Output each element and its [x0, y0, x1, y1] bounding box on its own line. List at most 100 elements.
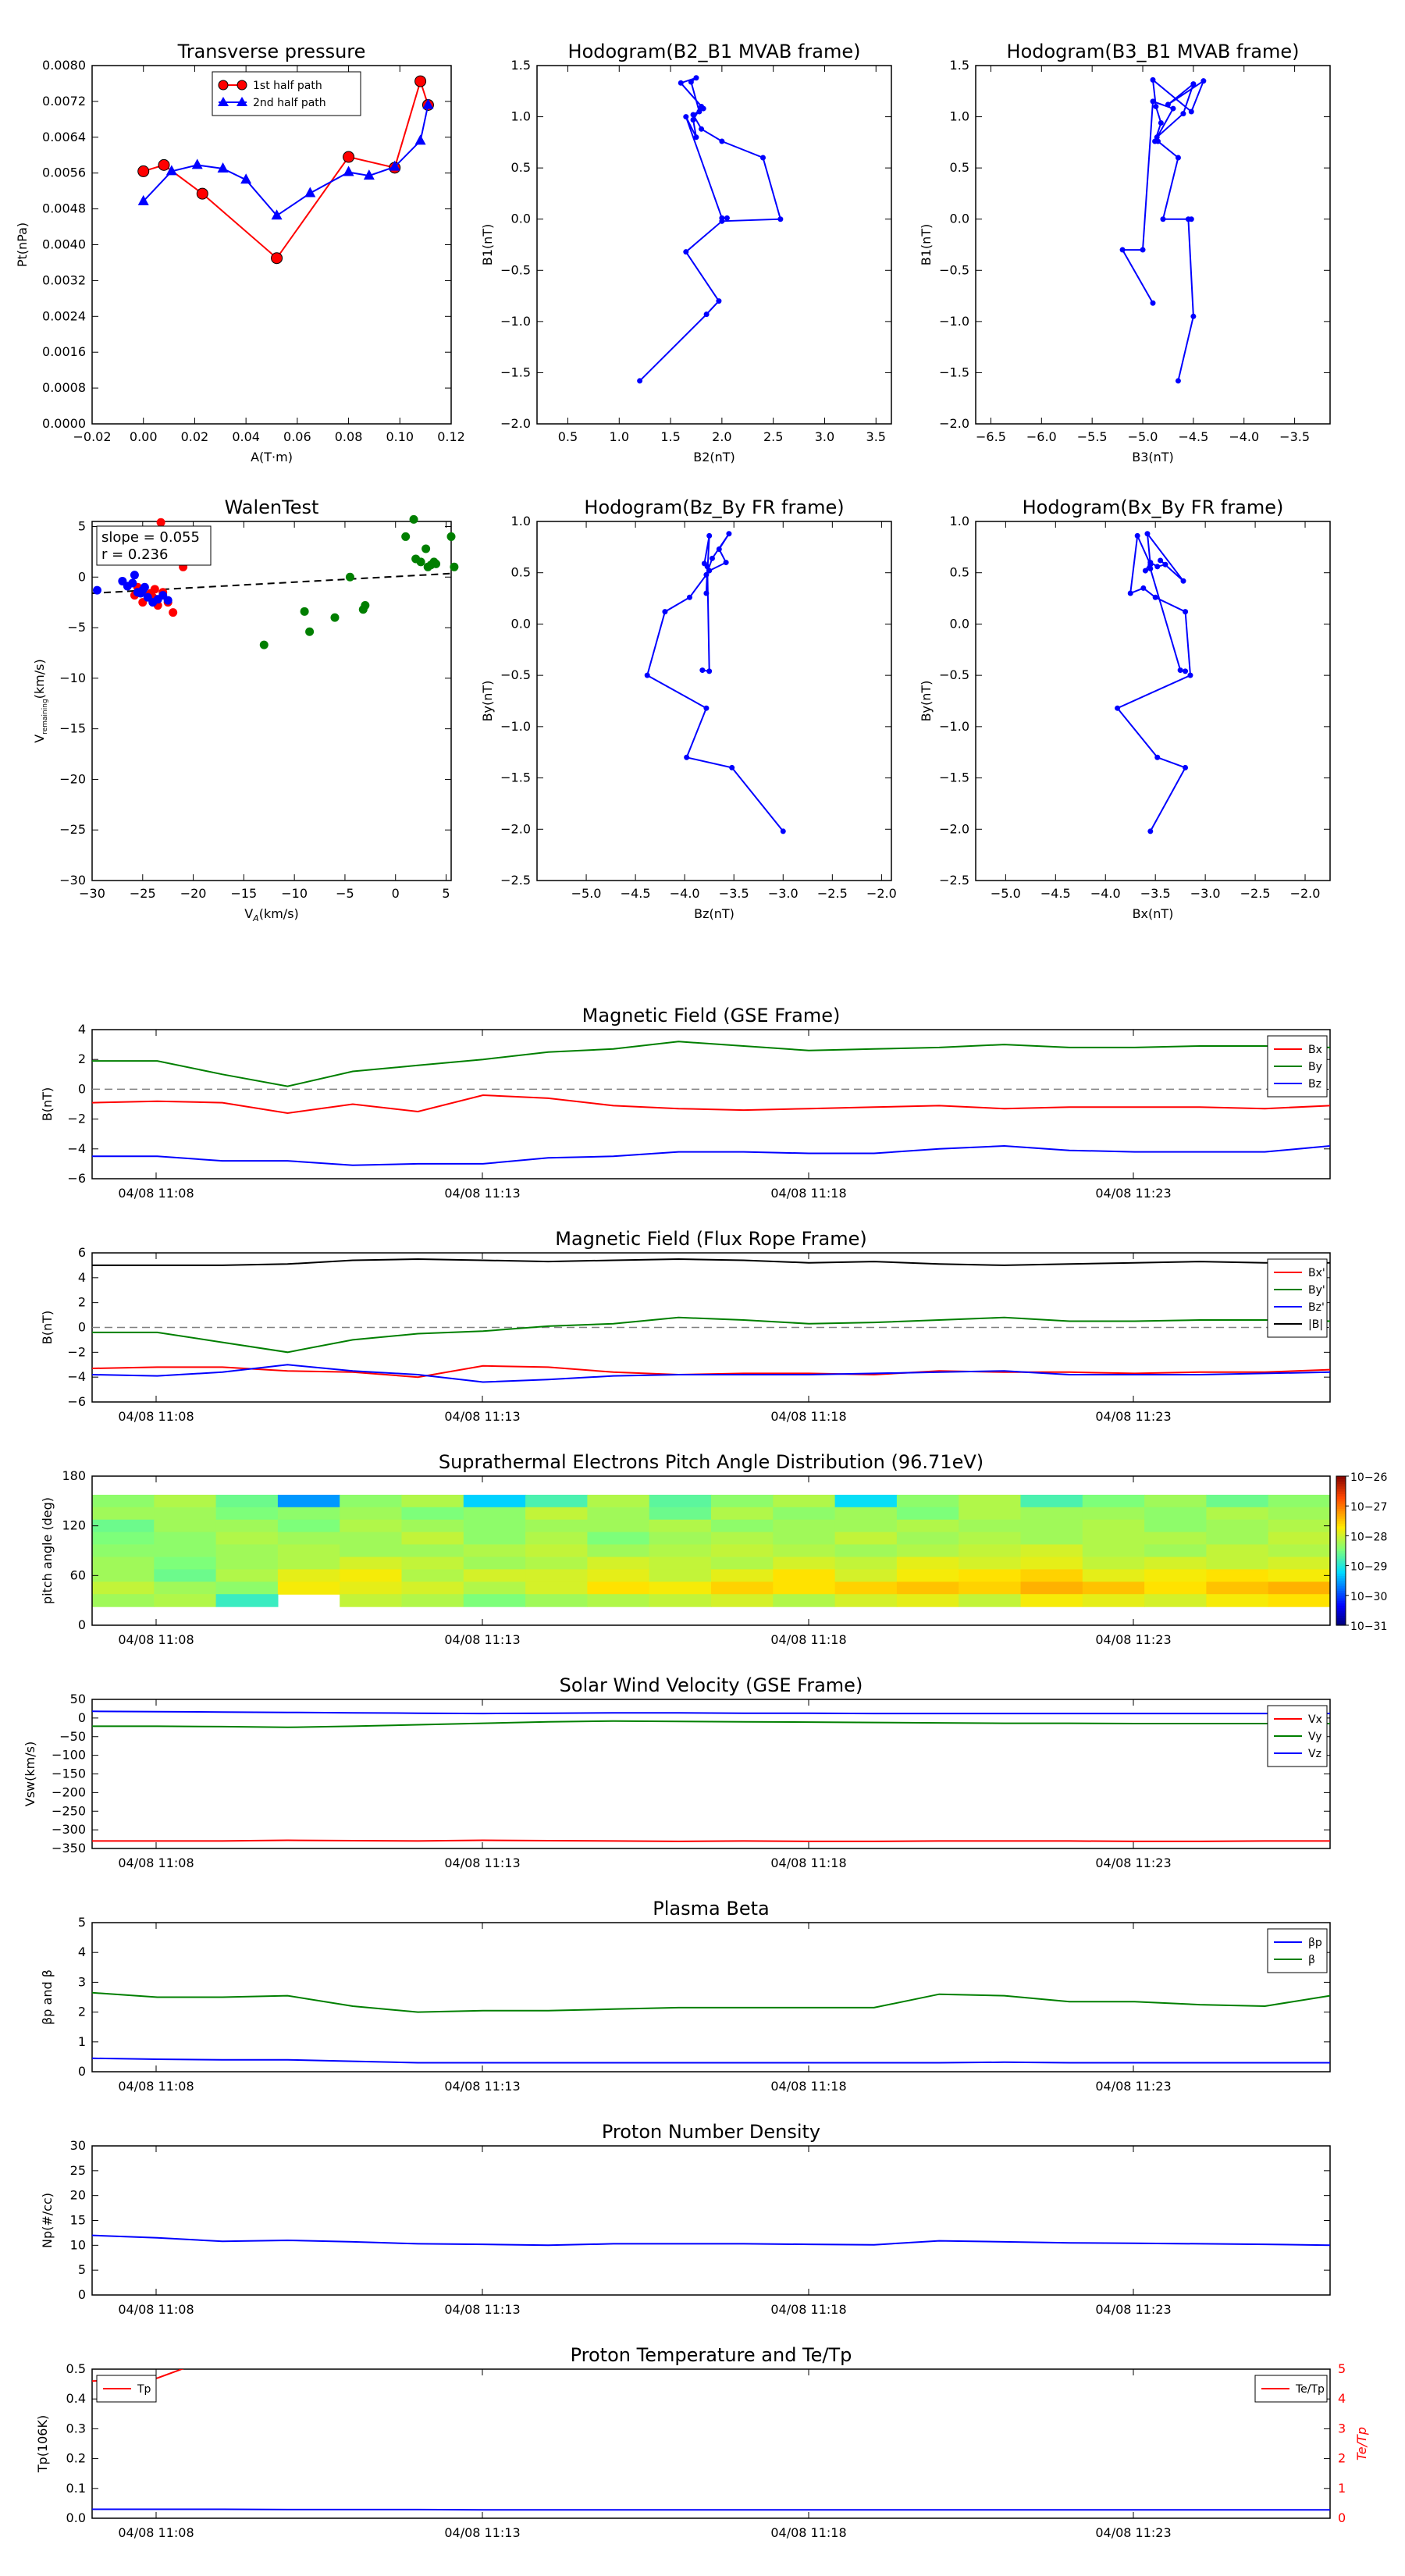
- walen-point: [422, 544, 431, 553]
- pad-colorbar-step: [1336, 1513, 1346, 1517]
- pad-colorbar-step: [1336, 1592, 1346, 1596]
- pt-ytick-label: 0.0040: [42, 237, 86, 252]
- walen-point: [140, 582, 149, 592]
- beta-xtick-label: 04/08 11:23: [1095, 2079, 1171, 2094]
- pad-cell: [463, 1544, 526, 1557]
- walen-point: [92, 585, 101, 595]
- tp-ytick-label: 0.4: [66, 2391, 86, 2406]
- pad-cell: [1020, 1569, 1083, 1582]
- pad-cell: [896, 1594, 959, 1607]
- pad-cell: [834, 1519, 898, 1533]
- walen-point: [401, 532, 411, 541]
- pad-cell: [1144, 1569, 1207, 1582]
- hxy-point: [1152, 594, 1158, 600]
- pt-ylabel: Pt(nPa): [15, 222, 30, 267]
- tp-ytick-label: 0.3: [66, 2421, 86, 2435]
- hzy-xtick-label: −5.0: [571, 886, 602, 901]
- pad-cell: [1144, 1507, 1207, 1521]
- walen-point: [136, 589, 145, 598]
- hzy-ytick-label: −2.0: [500, 821, 531, 836]
- pad-colorbar-label: 10−30: [1350, 1591, 1387, 1603]
- pad-cell: [401, 1507, 464, 1521]
- pad-cell: [92, 1557, 155, 1570]
- tp-xtick-label: 04/08 11:23: [1095, 2525, 1171, 2540]
- pad-xtick-label: 04/08 11:23: [1095, 1632, 1171, 1647]
- bgse-ytick-label: 0: [78, 1081, 86, 1096]
- h31-point: [1188, 216, 1194, 222]
- h31-xtick-label: −5.0: [1128, 429, 1158, 444]
- beta-xtick-label: 04/08 11:18: [770, 2079, 846, 2094]
- pad-cell: [649, 1557, 712, 1570]
- tp-ytick-label: 0.0: [66, 2510, 86, 2525]
- tp-title: Proton Temperature and Te/Tp: [571, 2344, 852, 2366]
- pad-colorbar-step: [1336, 1595, 1346, 1599]
- beta-title: Plasma Beta: [653, 1898, 769, 1920]
- pt-legend-label: 2nd half path: [253, 97, 326, 109]
- pt-legend-marker: [237, 97, 247, 106]
- beta-ytick-label: 0: [78, 2064, 86, 2079]
- pad-cell: [525, 1507, 588, 1521]
- pad-cell: [215, 1519, 279, 1533]
- pad-cell: [1206, 1494, 1269, 1508]
- pad-cell: [92, 1519, 155, 1533]
- pad-cell: [463, 1594, 526, 1607]
- h31-point: [1165, 101, 1171, 108]
- hxy-xtick-label: −5.0: [991, 886, 1021, 901]
- tp-ylabel-right: Te/Tp: [1354, 2427, 1369, 2460]
- h31-xtick-label: −3.5: [1279, 429, 1310, 444]
- pad-colorbar-step: [1336, 1503, 1346, 1507]
- bfr-legend: Bx' By' Bz' |B|: [1267, 1258, 1328, 1338]
- pad-cell: [959, 1532, 1022, 1546]
- pt-point: [165, 165, 177, 176]
- pad-colorbar-step: [1336, 1518, 1346, 1521]
- pad-xtick-label: 04/08 11:08: [118, 1632, 194, 1647]
- pad-colorbar-step: [1336, 1605, 1346, 1609]
- pad-cell: [92, 1582, 155, 1595]
- vsw-xtick-label: 04/08 11:13: [444, 1856, 520, 1870]
- pad-cell: [649, 1494, 712, 1508]
- pt-point: [414, 134, 426, 145]
- bgse-series-line: [91, 1094, 1331, 1115]
- pad-ylabel: pitch angle (deg): [40, 1497, 55, 1604]
- pad-cell: [896, 1557, 959, 1570]
- vsw-legend-label: Vz: [1308, 1748, 1321, 1760]
- pad-cell: [587, 1594, 650, 1607]
- h21-point: [696, 109, 702, 115]
- hxy-point: [1162, 561, 1168, 568]
- h21-xtick-label: 3.5: [866, 429, 886, 444]
- pad-cell: [1268, 1532, 1331, 1546]
- pt-ytick-label: 0.0024: [42, 308, 86, 323]
- tp-plot-frame: [91, 2368, 1331, 2519]
- h31-xtick-label: −6.0: [1026, 429, 1057, 444]
- vsw-ytick-label: −50: [59, 1729, 86, 1744]
- pad-colorbar-step: [1336, 1510, 1346, 1514]
- h21-point: [693, 134, 699, 141]
- vsw-ytick-label: −300: [52, 1822, 86, 1837]
- bgse-plot-frame: [91, 1029, 1331, 1179]
- pad-cell: [154, 1582, 217, 1595]
- h21-point: [724, 215, 730, 221]
- pad-cell: [959, 1582, 1022, 1595]
- pad-colorbar-step: [1336, 1573, 1346, 1576]
- pad-colorbar: 10−26 10−27 10−28 10−29 10−30 10−31: [1336, 1471, 1387, 1633]
- pad-cell: [773, 1494, 836, 1508]
- vsw-series-line: [91, 1710, 1330, 1715]
- pad-cell: [587, 1569, 650, 1582]
- walen-point: [305, 627, 315, 636]
- hzy-point: [686, 594, 692, 600]
- pad-cell: [1020, 1594, 1083, 1607]
- h31-xtick-label: −5.5: [1077, 429, 1108, 444]
- pt-point: [363, 169, 375, 180]
- pad-ytick-label: 180: [62, 1468, 86, 1483]
- pad-colorbar-step: [1336, 1540, 1346, 1544]
- walen-xtick-label: 0: [392, 886, 400, 901]
- h31-point: [1150, 76, 1156, 83]
- h31-ytick-label: 1.5: [950, 58, 969, 73]
- pad-cell: [92, 1532, 155, 1546]
- pad-cell: [154, 1594, 217, 1607]
- pad-cell: [1206, 1582, 1269, 1595]
- pt-legend-label: 1st half path: [253, 80, 322, 92]
- bfr-ytick-label: −6: [67, 1394, 86, 1409]
- hxy-ytick-label: 1.0: [950, 514, 969, 528]
- np-series-line: [91, 2234, 1331, 2247]
